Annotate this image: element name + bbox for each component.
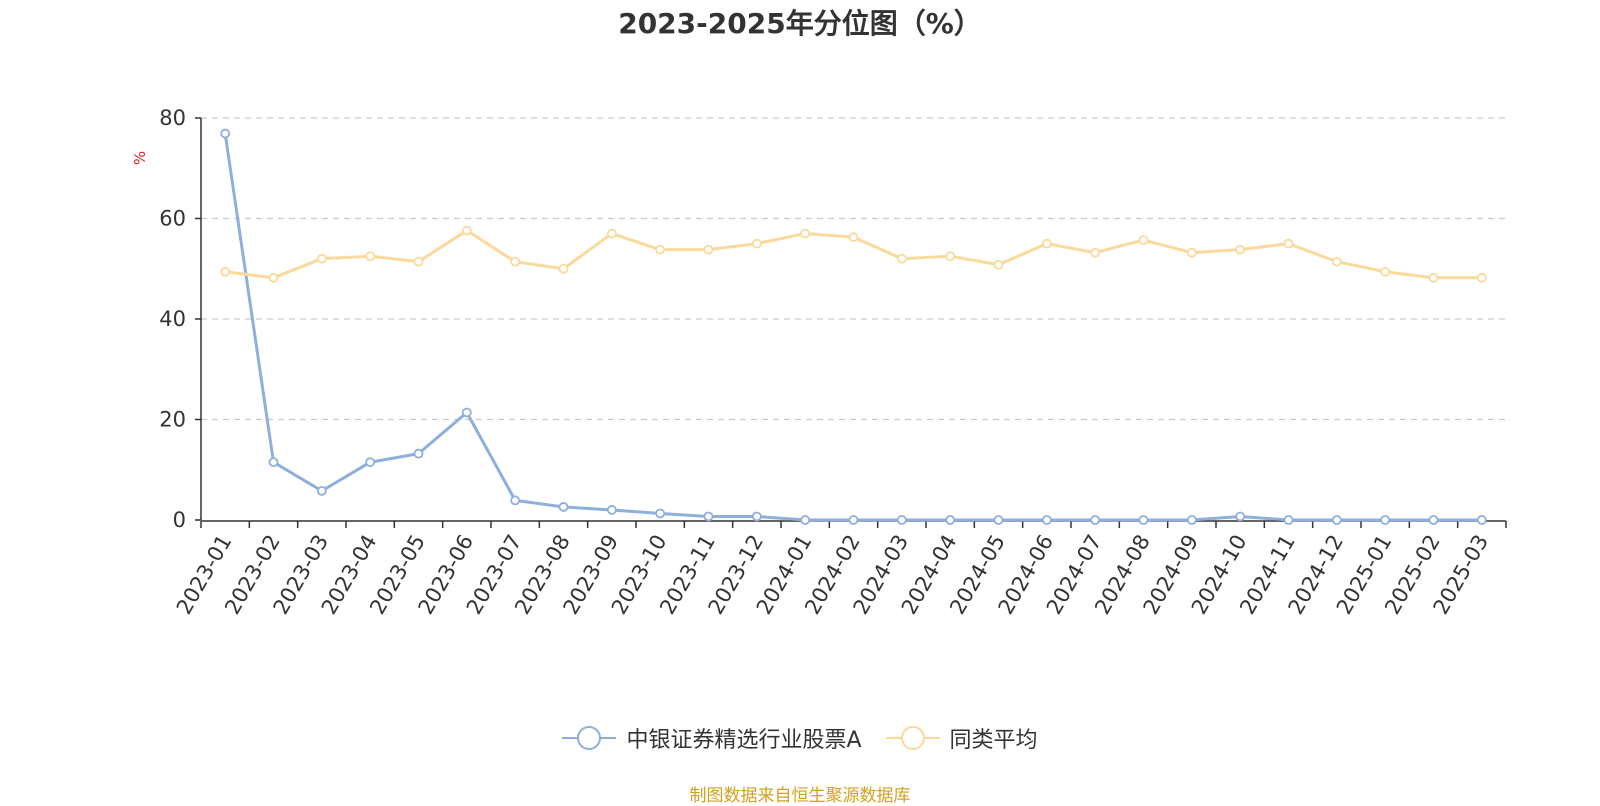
series-1-point — [606, 505, 617, 515]
y-tick-label: 60 — [159, 207, 186, 231]
series-2-point — [1428, 272, 1439, 283]
series-2-point — [510, 256, 521, 267]
series-1-point — [993, 515, 1004, 525]
series-1-point — [703, 511, 714, 522]
series-2-point — [751, 238, 762, 249]
series-1-point — [1331, 515, 1342, 525]
series-2-point — [558, 263, 569, 274]
series-2-point — [1041, 238, 1052, 249]
series-2-point — [1283, 238, 1294, 249]
series-1-point — [510, 495, 521, 506]
series-2-point — [1331, 256, 1342, 267]
y-tick-label: 20 — [159, 408, 186, 432]
series-1-point — [655, 508, 666, 519]
series-2-point — [268, 272, 279, 283]
series-1-point — [413, 448, 424, 459]
series-1-point — [751, 511, 762, 522]
series-1-point — [461, 407, 472, 418]
series-2-point — [703, 244, 714, 255]
series-1-point — [1041, 515, 1052, 525]
series-1-point — [1186, 515, 1197, 525]
series-1-point — [268, 457, 279, 468]
series-2-point — [365, 251, 376, 262]
series-2-point — [220, 266, 231, 277]
series-1-point — [365, 457, 376, 468]
series-1-point — [1090, 515, 1101, 525]
series-2-point — [848, 232, 859, 242]
series-2-point — [1380, 266, 1391, 277]
series-1-point — [1476, 515, 1487, 525]
legend-item-series-1[interactable]: 中银证券精选行业股票A — [562, 722, 862, 754]
series-2-point — [1090, 247, 1101, 258]
series-1-point — [1283, 515, 1294, 525]
legend-item-series-2[interactable]: 同类平均 — [885, 722, 1038, 754]
series-2-point — [896, 253, 907, 264]
legend-marker-series-1 — [562, 726, 617, 750]
series-2-point — [413, 256, 424, 267]
series-2-point — [606, 228, 617, 239]
series-2-point — [945, 251, 956, 262]
legend: 中银证券精选行业股票A 同类平均 — [0, 722, 1600, 754]
source-note: 制图数据来自恒生聚源数据库 — [689, 786, 911, 806]
series-1-point — [1138, 515, 1149, 525]
series-2-point — [1476, 272, 1487, 283]
series-1-point — [558, 502, 569, 512]
series-2-point — [1138, 235, 1149, 246]
series-1-point — [1235, 511, 1246, 522]
series-1-point — [800, 515, 811, 525]
y-axis-unit-label: % — [131, 151, 149, 165]
y-tick-label: 40 — [159, 307, 186, 331]
series-1-point — [220, 128, 231, 139]
y-tick-label: 80 — [159, 106, 186, 130]
series-1-point — [1380, 515, 1391, 525]
series-2-point — [800, 228, 811, 239]
legend-marker-series-2 — [885, 726, 940, 750]
series-2-point — [1186, 247, 1197, 258]
series-2-point — [993, 259, 1004, 270]
series-1-point — [848, 515, 859, 525]
line-chart: 020406080%2023-012023-022023-032023-0420… — [131, 106, 1507, 618]
series-1-point — [896, 515, 907, 525]
legend-label-series-2: 同类平均 — [949, 728, 1038, 753]
series-1-point — [945, 515, 956, 525]
series-1-point — [316, 485, 327, 496]
legend-label-series-1: 中银证券精选行业股票A — [626, 728, 862, 753]
series-2-point — [316, 253, 327, 264]
series-2-point — [655, 244, 666, 255]
series-2-point — [1235, 244, 1246, 255]
y-tick-label: 0 — [173, 508, 186, 532]
series-2-point — [461, 225, 472, 236]
series-1-point — [1428, 515, 1439, 525]
series-1-line — [223, 133, 1482, 522]
chart-title: 2023-2025年分位图（%） — [618, 7, 982, 40]
